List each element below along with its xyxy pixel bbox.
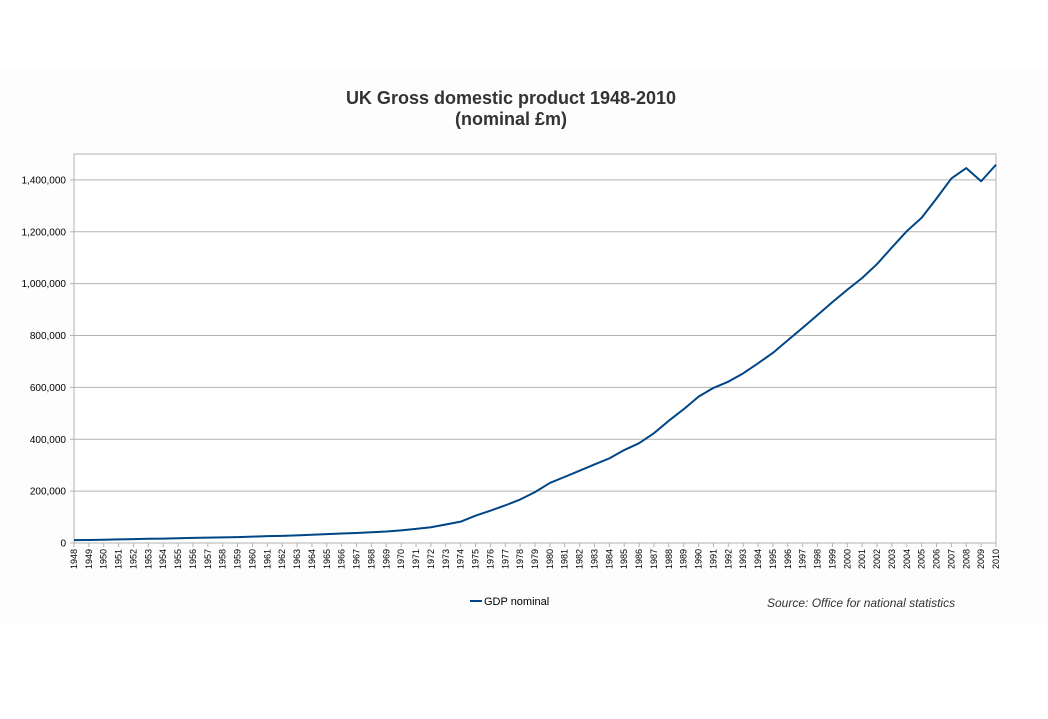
x-tick-label: 1972 <box>426 549 436 569</box>
x-tick-label: 1953 <box>143 549 153 569</box>
y-tick-label: 1,200,000 <box>22 227 67 238</box>
x-tick-label: 1999 <box>827 549 837 569</box>
x-tick-label: 1994 <box>753 549 763 569</box>
x-tick-label: 1976 <box>485 549 495 569</box>
y-tick-label: 800,000 <box>30 331 67 342</box>
chart-subtitle: (nominal £m) <box>455 109 567 129</box>
x-tick-label: 1948 <box>69 549 79 569</box>
x-tick-label: 2009 <box>976 549 986 569</box>
x-tick-label: 1973 <box>441 549 451 569</box>
chart-title: UK Gross domestic product 1948-2010 <box>346 88 676 108</box>
y-tick-label: 600,000 <box>30 383 67 394</box>
x-tick-label: 1988 <box>664 549 674 569</box>
series-line-gdp-nominal <box>73 164 997 542</box>
x-tick-label: 1957 <box>203 549 213 569</box>
x-tick-label: 2004 <box>902 549 912 569</box>
x-tick-label: 2001 <box>857 549 867 569</box>
x-tick-label: 2003 <box>887 549 897 569</box>
x-tick-label: 1975 <box>471 549 481 569</box>
y-tick-label: 1,400,000 <box>22 175 67 186</box>
legend: GDP nominal <box>470 596 549 608</box>
x-tick-label: 1984 <box>604 549 614 569</box>
x-tick-label: 1974 <box>456 549 466 569</box>
x-tick-label: 1960 <box>247 549 257 569</box>
x-tick-label: 2010 <box>991 549 1001 569</box>
y-tick-label: 200,000 <box>30 487 67 498</box>
x-tick-label: 1955 <box>173 549 183 569</box>
x-tick-label: 1971 <box>411 549 421 569</box>
x-tick-label: 1985 <box>619 549 629 569</box>
plot-area: 0 200,000 400,000 600,000 800,000 1,000,000 1,… <box>22 153 1001 569</box>
x-tick-label: 2000 <box>842 549 852 569</box>
x-tick-label: 1952 <box>128 549 138 569</box>
x-tick-label: 2002 <box>872 549 882 569</box>
source-annotation: Source: Office for national statistics <box>767 596 955 610</box>
x-tick-label: 1965 <box>322 549 332 569</box>
x-tick-label: 1981 <box>560 549 570 569</box>
x-tick-label: 1991 <box>708 549 718 569</box>
x-axis: 1948 1949 1950 1951 1952 1953 1954 1955 1956 1957… <box>69 543 1001 569</box>
x-tick-label: 1959 <box>233 549 243 569</box>
x-tick-label: 1986 <box>634 549 644 569</box>
y-tick-label: 400,000 <box>30 435 67 446</box>
x-tick-label: 2006 <box>932 549 942 569</box>
x-tick-label: 1982 <box>575 549 585 569</box>
x-tick-label: 1998 <box>813 549 823 569</box>
x-tick-label: 1983 <box>589 549 599 569</box>
x-tick-label: 1977 <box>500 549 510 569</box>
x-tick-label: 2007 <box>946 549 956 569</box>
x-tick-label: 1996 <box>783 549 793 569</box>
x-tick-label: 1992 <box>723 549 733 569</box>
x-tick-label: 1990 <box>694 549 704 569</box>
x-tick-label: 1968 <box>366 549 376 569</box>
x-tick-label: 1989 <box>679 549 689 569</box>
x-tick-label: 1949 <box>84 549 94 569</box>
x-tick-label: 1954 <box>158 549 168 569</box>
legend-label-gdp-nominal: GDP nominal <box>484 596 549 608</box>
x-tick-label: 1978 <box>515 549 525 569</box>
x-tick-label: 2005 <box>917 549 927 569</box>
x-tick-label: 1995 <box>768 549 778 569</box>
x-tick-label: 1956 <box>188 549 198 569</box>
x-tick-label: 1951 <box>114 549 124 569</box>
x-tick-label: 1950 <box>99 549 109 569</box>
x-tick-label: 1966 <box>337 549 347 569</box>
x-tick-label: 1962 <box>277 549 287 569</box>
y-tick-label: 1,000,000 <box>22 279 67 290</box>
x-tick-label: 2008 <box>961 549 971 569</box>
x-tick-label: 1963 <box>292 549 302 569</box>
x-tick-label: 1987 <box>649 549 659 569</box>
x-tick-label: 1997 <box>798 549 808 569</box>
x-tick-label: 1967 <box>352 549 362 569</box>
y-axis: 0 200,000 400,000 600,000 800,000 1,000,000 1,… <box>22 175 74 550</box>
x-tick-label: 1958 <box>218 549 228 569</box>
x-tick-label: 1980 <box>545 549 555 569</box>
x-tick-label: 1970 <box>396 549 406 569</box>
x-tick-label: 1993 <box>738 549 748 569</box>
x-tick-label: 1961 <box>262 549 272 569</box>
plot-background <box>73 153 997 544</box>
x-tick-label: 1979 <box>530 549 540 569</box>
x-tick-label: 1969 <box>381 549 391 569</box>
x-tick-label: 1964 <box>307 549 317 569</box>
y-tick-label: 0 <box>60 539 66 550</box>
